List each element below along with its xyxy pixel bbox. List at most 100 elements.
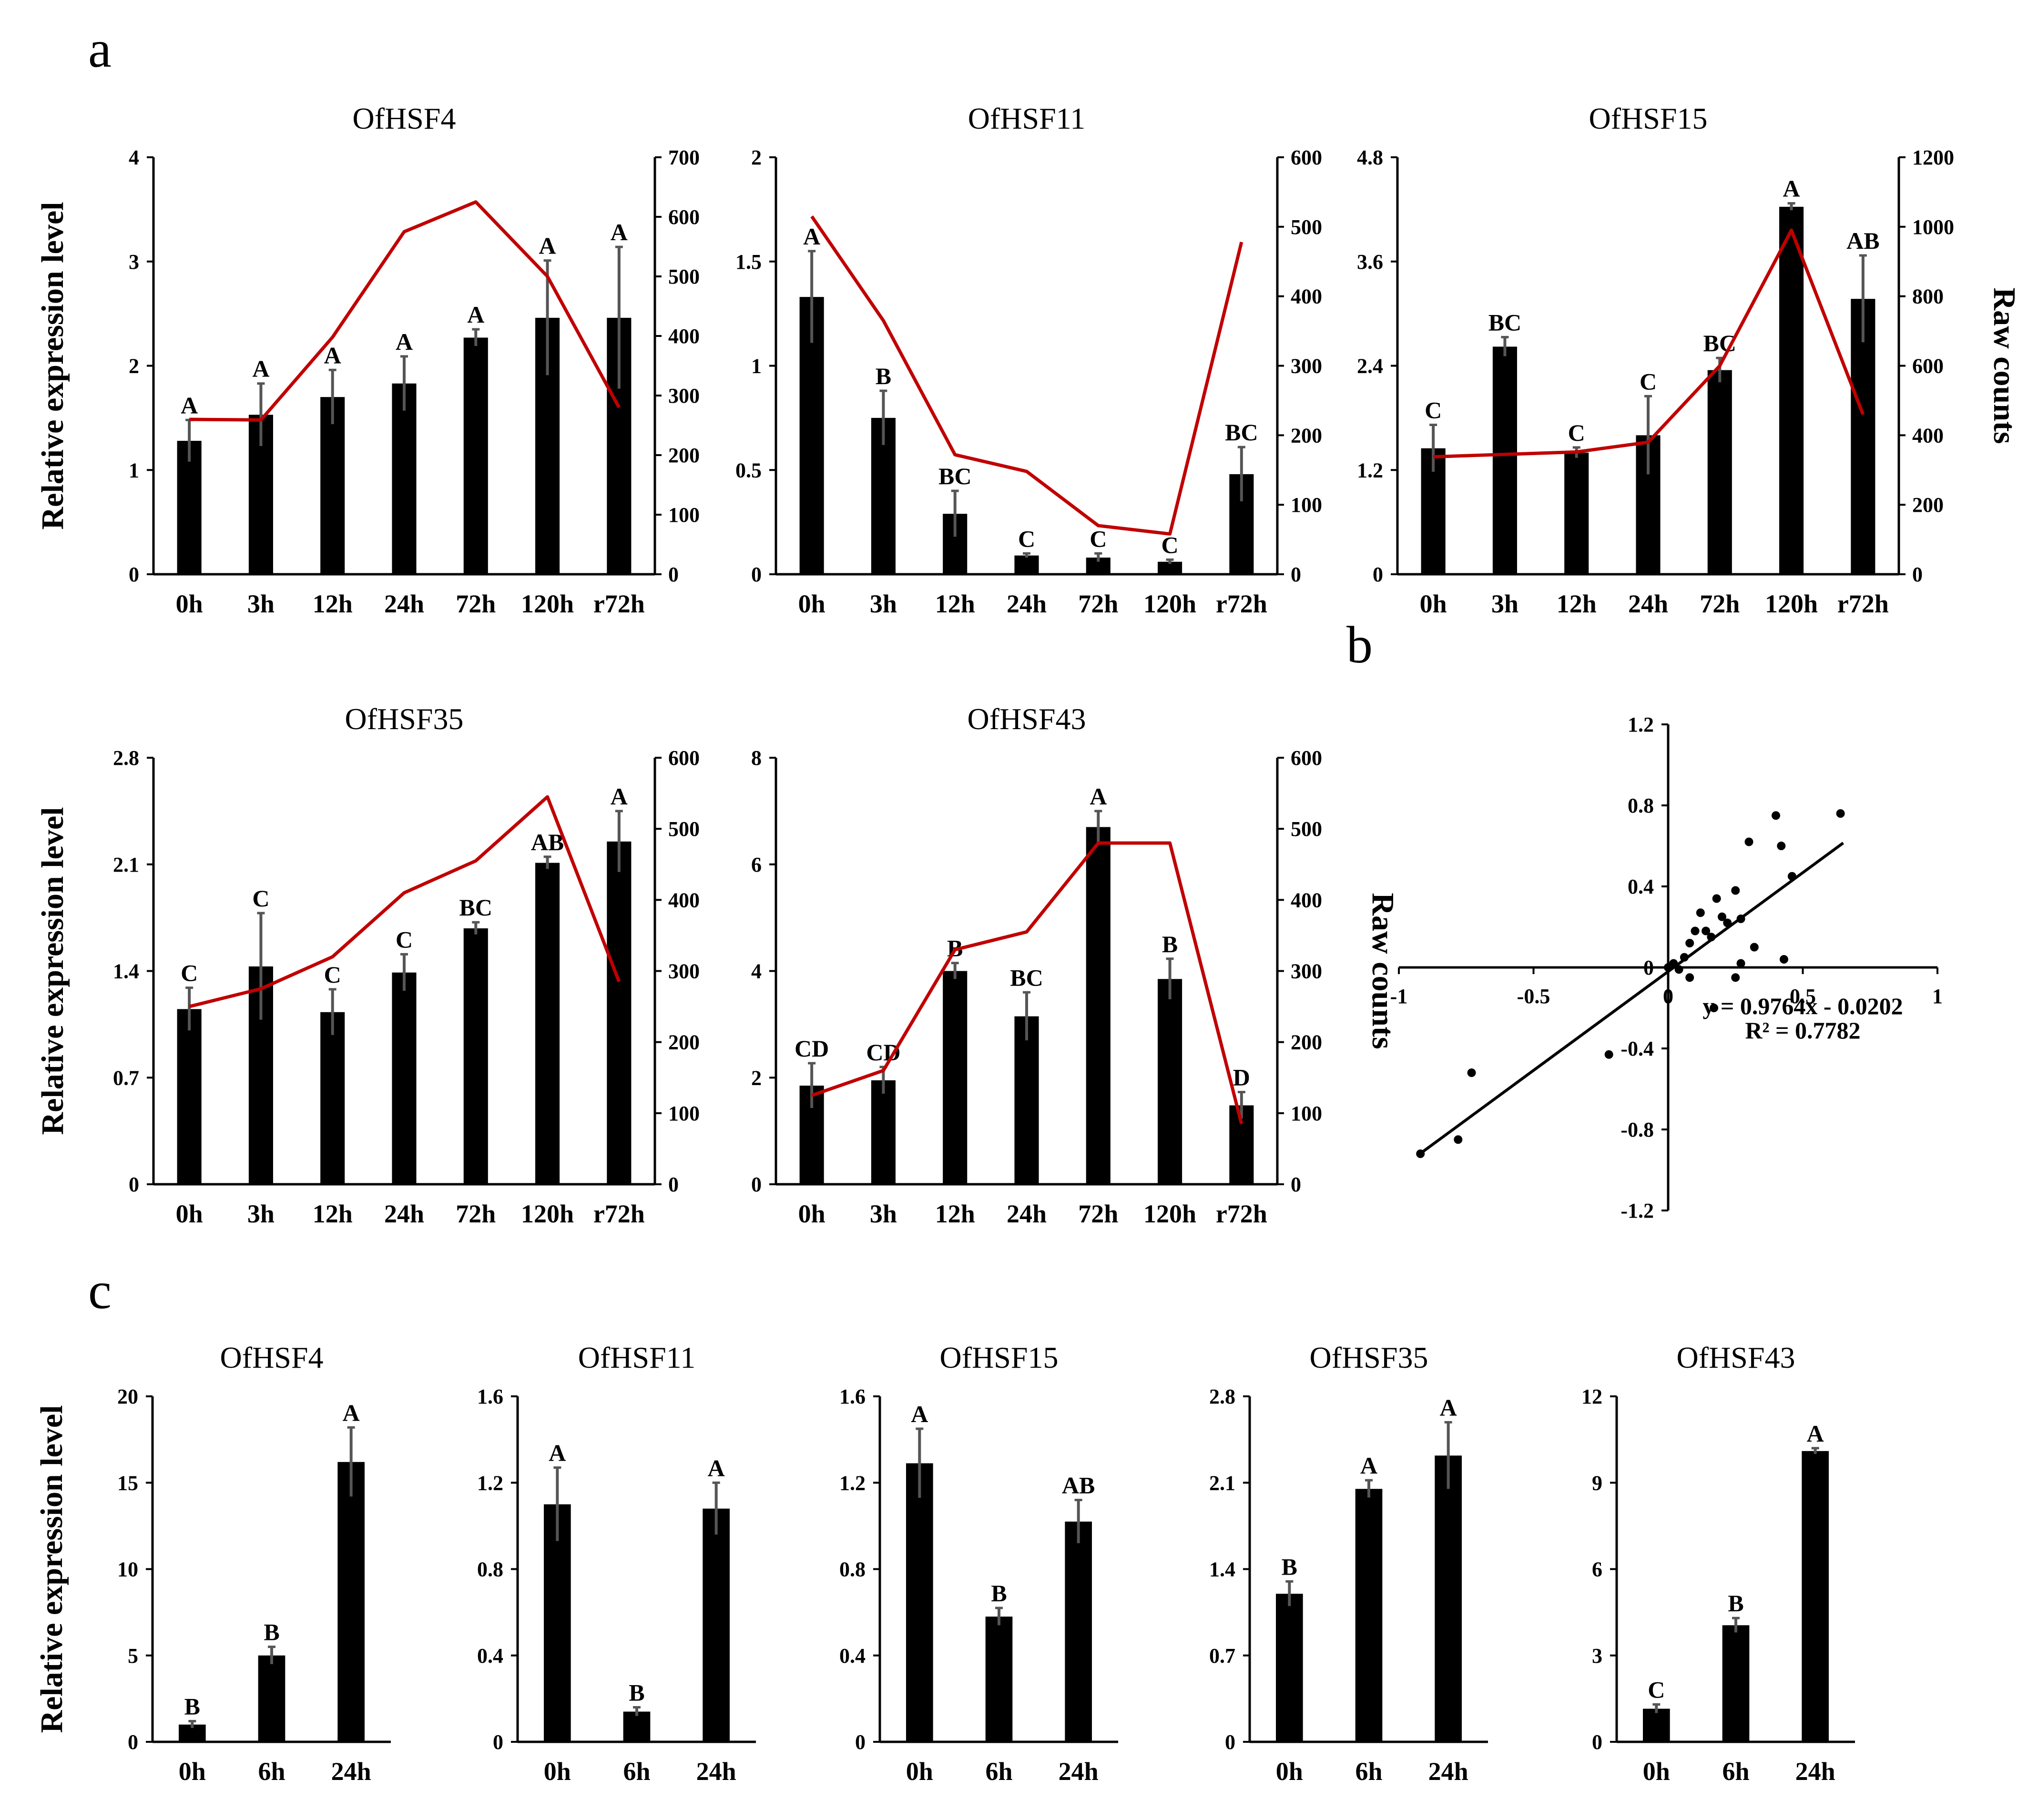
- significance-letter: C: [1018, 525, 1035, 552]
- y2-tick-label: 300: [668, 384, 700, 407]
- y-tick-label: 1: [129, 458, 139, 482]
- bar: [906, 1463, 933, 1742]
- bar: [703, 1508, 730, 1742]
- y2-tick-label: 0: [1291, 563, 1301, 586]
- y2-tick-label: 500: [668, 817, 700, 841]
- x-tick-label: 0h: [906, 1757, 933, 1786]
- significance-letter: A: [611, 219, 628, 245]
- bar: [1779, 206, 1804, 574]
- bar: [544, 1504, 571, 1742]
- y-tick-label: 3: [129, 250, 139, 274]
- chart-c3: OfHSF15 0 0.4 0.8 1.2 1.6 A 0h B 6h AB 24h: [839, 1341, 1118, 1786]
- y2-tick-label: 0: [1912, 563, 1923, 586]
- scatter-point: [1718, 912, 1726, 921]
- significance-letter: D: [1233, 1064, 1250, 1090]
- y-tick-label: -0.8: [1620, 1118, 1654, 1141]
- y-tick-label: 6: [751, 853, 762, 876]
- chart-a4: OfHSF35 0 0.7 1.4 2.1 2.8 0 100 200 300 400 500 600 R…: [35, 702, 700, 1228]
- x-tick-label: r72h: [1837, 590, 1889, 618]
- panel-label-a: a: [88, 20, 112, 78]
- y2-tick-label: 300: [1291, 960, 1322, 983]
- raw-counts-line: [811, 841, 1243, 1125]
- y-tick-label: 8: [751, 746, 762, 770]
- y-tick-label: 6: [1592, 1558, 1602, 1581]
- x-tick-label: 24h: [331, 1757, 371, 1786]
- chart-c4: OfHSF35 0 0.7 1.4 2.1 2.8 B 0h A 6h A 24h: [1209, 1341, 1488, 1786]
- y-tick-label: 0: [493, 1730, 503, 1754]
- y2-tick-label: 800: [1912, 285, 1944, 308]
- y-tick-label: 1.4: [113, 960, 139, 983]
- y-tick-label: 15: [117, 1471, 138, 1495]
- bar: [320, 1012, 345, 1184]
- x-tick-label: 3h: [247, 1200, 275, 1228]
- bar: [1014, 1016, 1039, 1184]
- panel-label-b: b: [1346, 616, 1373, 674]
- bar: [1158, 979, 1182, 1184]
- y2-tick-label: 600: [668, 746, 700, 770]
- y-tick-label: 1.2: [839, 1471, 866, 1495]
- y-tick-label: 2.4: [1357, 355, 1383, 378]
- y-tick-label: 12: [1581, 1385, 1602, 1408]
- significance-letter: A: [539, 233, 556, 259]
- chart-a1: OfHSF4 0 1 2 3 4 0 100 200 300 400 500 600 700 Relativ…: [35, 102, 700, 618]
- bar: [1643, 1708, 1670, 1742]
- scatter-point: [1685, 939, 1694, 947]
- bar: [1851, 299, 1875, 574]
- significance-letter: CD: [795, 1035, 829, 1062]
- y-tick-label: 2: [751, 1066, 762, 1089]
- panel-label-c: c: [88, 1261, 112, 1320]
- significance-letter: A: [1090, 783, 1107, 810]
- x-tick-label: 0: [1663, 985, 1673, 1008]
- significance-letter: B: [629, 1679, 644, 1706]
- charts-layer: OfHSF4012340100200300400500600700Relativ…: [34, 102, 2022, 1786]
- x-tick-label: 0h: [1276, 1757, 1303, 1786]
- y-tick-label: 0: [1592, 1730, 1602, 1754]
- x-tick-label: 0h: [544, 1757, 571, 1786]
- y-tick-label: 4: [751, 960, 762, 983]
- significance-letter: C: [1568, 419, 1585, 446]
- y2-tick-label: 400: [1912, 424, 1944, 447]
- scatter-point: [1779, 955, 1788, 964]
- r-squared: R² = 0.7782: [1745, 1017, 1860, 1044]
- significance-letter: AB: [531, 829, 564, 855]
- x-tick-label: 12h: [935, 1200, 975, 1228]
- regression-line: [1419, 842, 1845, 1155]
- x-tick-label: 12h: [313, 1200, 353, 1228]
- significance-letter: A: [343, 1399, 360, 1426]
- y-tick-label: -1.2: [1620, 1199, 1654, 1222]
- x-tick-label: 3h: [870, 1200, 897, 1228]
- significance-letter: B: [991, 1580, 1007, 1606]
- scatter-point: [1731, 886, 1740, 895]
- y-tick-label: 1.5: [735, 250, 762, 274]
- raw-counts-line: [189, 795, 621, 1008]
- y2-tick-label: 400: [668, 325, 700, 348]
- x-tick-label: 24h: [1628, 590, 1668, 618]
- bar: [1276, 1594, 1303, 1742]
- significance-letter: A: [1783, 175, 1800, 202]
- y-tick-label: 3.6: [1357, 250, 1383, 274]
- y2-tick-label: 600: [1912, 355, 1944, 378]
- y-tick-label: 0: [751, 563, 762, 586]
- significance-letter: C: [1162, 531, 1179, 558]
- x-tick-label: 24h: [1059, 1757, 1099, 1786]
- y-tick-label: 2.8: [113, 746, 139, 770]
- chart-title: OfHSF43: [1677, 1341, 1795, 1374]
- y2-tick-label: 0: [1291, 1173, 1301, 1196]
- bar: [623, 1711, 651, 1742]
- x-tick-label: 6h: [1722, 1757, 1749, 1786]
- y-tick-label: 2.1: [1209, 1471, 1235, 1495]
- bar: [463, 337, 488, 574]
- chart-title: OfHSF4: [353, 102, 456, 135]
- significance-letter: A: [1440, 1394, 1457, 1421]
- y-tick-label: 0.8: [839, 1558, 866, 1581]
- x-tick-label: 120h: [521, 1200, 574, 1228]
- y2-tick-label: 100: [1291, 1102, 1322, 1125]
- x-tick-label: r72h: [593, 590, 645, 618]
- x-tick-label: 24h: [1007, 590, 1047, 618]
- significance-letter: A: [181, 392, 198, 418]
- significance-letter: B: [184, 1693, 200, 1720]
- x-tick-label: 24h: [384, 1200, 424, 1228]
- chart-a3: OfHSF15 0 1.2 2.4 3.6 4.8 0 200 400 600 800 1000 120…: [1357, 102, 2022, 618]
- bar: [177, 1009, 202, 1184]
- chart-title: OfHSF15: [1589, 102, 1708, 135]
